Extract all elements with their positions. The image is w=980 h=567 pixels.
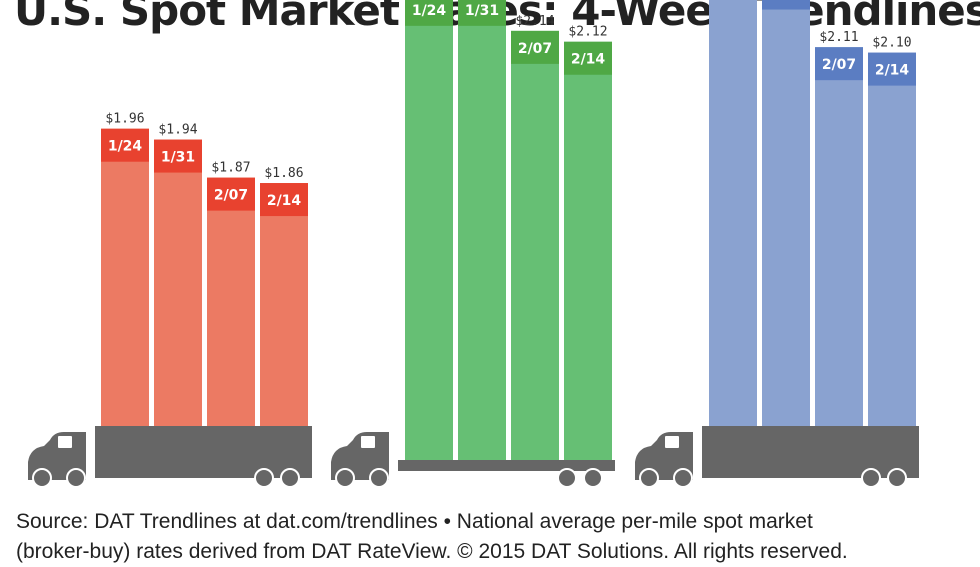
bar-value-label: $1.87 (211, 161, 250, 176)
wheel (254, 468, 274, 488)
bar-date-label: 2/07 (518, 41, 552, 57)
trailer-box (95, 426, 312, 478)
wheel (335, 468, 355, 488)
bar-value-label: $1.94 (158, 123, 197, 138)
wheel (66, 468, 86, 488)
bar (260, 183, 308, 426)
bar (511, 30, 559, 461)
wheel (673, 468, 693, 488)
chart-panel-van: 1/24 $1.96 1/31 $1.94 2/07 $1.87 2/14 $1.86 (28, 112, 312, 488)
bar-date-band (564, 41, 612, 75)
source-footer: Source: DAT Trendlines at dat.com/trendl… (16, 507, 966, 567)
bar-date-label: 1/24 (412, 3, 447, 19)
wheel (583, 468, 603, 488)
source-line-2: (broker-buy) rates derived from DAT Rate… (16, 540, 848, 563)
bar-date-label: 2/14 (875, 63, 910, 79)
bar-date-label: 1/31 (769, 0, 803, 3)
bar (709, 0, 757, 427)
cab-window (58, 436, 72, 448)
bar-date-band (260, 183, 308, 217)
bar-date-label: 1/24 (108, 139, 143, 155)
cab-window (361, 436, 375, 448)
bar-date-label: 2/14 (571, 52, 606, 68)
cab-window (665, 436, 679, 448)
bar (868, 52, 916, 426)
bar (405, 0, 453, 460)
flatbed-deck (398, 460, 615, 471)
wheel (639, 468, 659, 488)
bar-date-band (815, 47, 863, 81)
bar (458, 0, 506, 460)
bar-value-label: $2.14 (515, 14, 554, 29)
bar (207, 177, 255, 426)
wheel (887, 468, 907, 488)
bar-value-label: $1.86 (264, 166, 303, 181)
bar-date-label: 2/14 (267, 193, 302, 209)
source-line-1: Source: DAT Trendlines at dat.com/trendl… (16, 510, 813, 533)
bar-date-label: 1/31 (161, 150, 195, 166)
wheel (280, 468, 300, 488)
bar-date-band (101, 128, 149, 162)
bar-date-label: 1/31 (465, 3, 499, 19)
wheel (557, 468, 577, 488)
trendlines-chart: 1/24$1.961/31$1.942/07$1.872/14$1.861/24… (28, 0, 919, 488)
bar-date-band (207, 177, 255, 211)
chart-panel-reefer: 1/24$2.271/31$2.242/07$2.112/14$2.10 (635, 0, 919, 488)
bar-date-band (511, 30, 559, 64)
bar-date-label: 2/07 (822, 57, 856, 73)
bar-date-band (405, 0, 453, 26)
trailer-box (702, 426, 919, 478)
bar-value-label: $2.10 (872, 36, 911, 51)
wheel (32, 468, 52, 488)
bar (101, 128, 149, 426)
bar (815, 47, 863, 426)
bar-date-band (154, 139, 202, 173)
bar-date-band (868, 52, 916, 86)
bar (564, 41, 612, 461)
bar-date-label: 2/07 (214, 188, 248, 204)
wheel (369, 468, 389, 488)
bar (154, 139, 202, 426)
bar-date-band (458, 0, 506, 26)
bar-date-band (762, 0, 810, 10)
bar-value-label: $1.96 (105, 112, 144, 127)
chart-panel-flatbed: 1/24$2.211/31$2.212/07$2.142/14$2.12 (331, 0, 615, 488)
bar (762, 0, 810, 426)
wheel (861, 468, 881, 488)
bar-value-label: $2.12 (568, 25, 607, 40)
bar-value-label: $2.11 (819, 30, 858, 45)
